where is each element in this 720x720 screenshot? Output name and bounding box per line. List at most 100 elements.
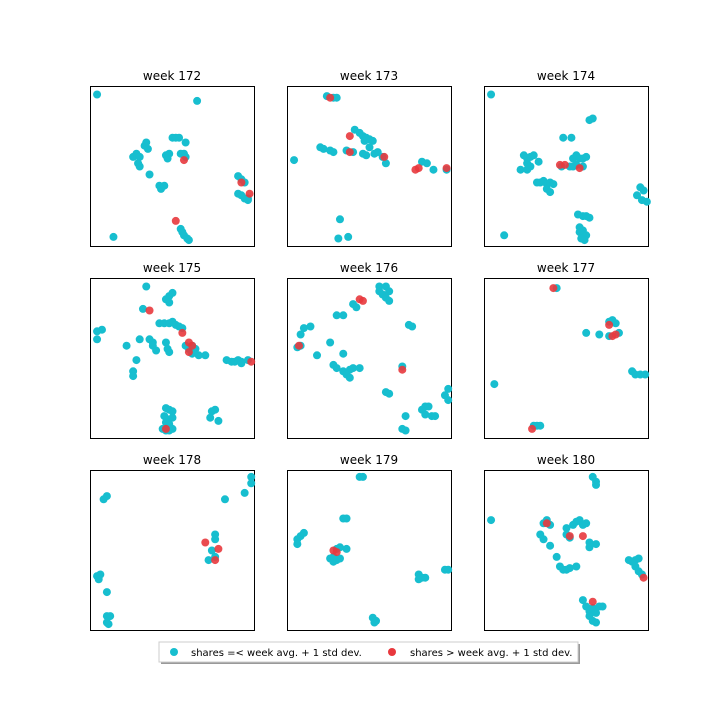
data-point-high: [201, 538, 210, 547]
data-point-normal: [585, 213, 594, 222]
data-point-high: [179, 156, 188, 165]
legend-box: [158, 641, 579, 663]
panel-title: week 179: [340, 453, 398, 467]
panel-frame: [287, 86, 452, 247]
data-point-normal: [490, 380, 499, 389]
data-point-normal: [421, 573, 430, 582]
data-point-normal: [329, 148, 338, 157]
data-point-high: [214, 544, 223, 553]
data-point-normal: [163, 154, 172, 163]
panel-title: week 177: [537, 261, 595, 275]
data-point-high: [588, 597, 597, 606]
panel-frame: [484, 278, 649, 439]
panel-frame: [90, 86, 255, 247]
data-point-normal: [181, 138, 190, 147]
data-point-normal: [135, 335, 144, 344]
data-point-normal: [214, 416, 223, 425]
data-point-normal: [138, 304, 147, 313]
data-point-normal: [559, 133, 568, 142]
data-point-normal: [358, 472, 367, 481]
data-point-high: [442, 164, 451, 173]
data-point-high: [565, 532, 574, 541]
data-point-normal: [592, 618, 601, 627]
data-point-normal: [487, 90, 496, 99]
data-point-normal: [247, 479, 256, 488]
data-point-normal: [572, 562, 581, 571]
panels-layer: week 172 week 173 week 174 week 175 week 176…: [90, 69, 651, 631]
data-point-normal: [211, 535, 220, 544]
data-point-normal: [160, 181, 169, 190]
data-point-normal: [332, 311, 341, 320]
data-point-normal: [220, 495, 229, 504]
panel-title: week 178: [143, 453, 201, 467]
data-point-normal: [500, 231, 509, 240]
data-point-high: [161, 424, 170, 433]
data-point-normal: [313, 351, 322, 360]
data-point-normal: [102, 588, 111, 597]
data-point-normal: [401, 426, 410, 435]
data-point-normal: [132, 356, 141, 365]
legend-marker: [170, 648, 178, 656]
data-point-normal: [588, 114, 597, 123]
data-point-normal: [444, 565, 453, 574]
data-point-normal: [641, 370, 650, 379]
data-point-normal: [634, 554, 643, 563]
panel-week: week 180: [484, 453, 649, 631]
panel-week: week 172: [90, 69, 255, 247]
panel-week: week 174: [484, 69, 651, 247]
data-point-high: [145, 306, 154, 315]
panel-title: week 173: [340, 69, 398, 83]
data-point-high: [578, 532, 587, 541]
data-point-normal: [339, 349, 348, 358]
data-point-normal: [299, 528, 308, 537]
panel-frame: [287, 278, 452, 439]
data-point-normal: [424, 402, 433, 411]
panel-frame: [90, 278, 255, 439]
data-point-normal: [104, 620, 113, 629]
data-point-normal: [592, 480, 601, 489]
data-point-normal: [385, 389, 394, 398]
data-point-normal: [598, 602, 607, 611]
data-point-normal: [339, 311, 348, 320]
data-point-normal: [429, 165, 438, 174]
data-point-normal: [334, 234, 343, 243]
data-point-normal: [421, 410, 430, 419]
data-point-normal: [546, 188, 555, 197]
data-point-normal: [184, 236, 193, 245]
data-point-normal: [93, 335, 102, 344]
data-point-normal: [165, 298, 174, 307]
data-point-high: [380, 152, 389, 161]
data-point-normal: [299, 324, 308, 333]
panel-week: week 175: [90, 261, 256, 439]
data-point-normal: [247, 472, 256, 481]
panel-week: week 177: [484, 261, 650, 439]
data-point-normal: [642, 197, 651, 206]
data-point-normal: [534, 157, 543, 166]
data-point-normal: [523, 165, 532, 174]
data-point-normal: [175, 133, 184, 142]
data-point-normal: [582, 328, 591, 337]
data-point-normal: [122, 341, 131, 350]
data-point-normal: [546, 541, 555, 550]
data-point-normal: [335, 554, 344, 563]
panel-title: week 175: [143, 261, 201, 275]
data-point-normal: [145, 170, 154, 179]
data-point-high: [211, 556, 220, 565]
data-point-normal: [143, 144, 152, 153]
data-point-normal: [102, 492, 111, 501]
data-point-normal: [194, 351, 203, 360]
data-point-normal: [368, 136, 377, 145]
data-point-normal: [207, 546, 216, 555]
data-point-high: [332, 548, 341, 557]
panel-week: week 176: [287, 261, 453, 439]
data-point-high: [184, 348, 193, 357]
data-point-normal: [536, 421, 545, 430]
data-point-normal: [362, 151, 371, 160]
data-point-normal: [201, 351, 210, 360]
data-point-normal: [611, 319, 620, 328]
legend-marker: [388, 648, 396, 656]
data-point-normal: [580, 236, 589, 245]
data-point-high: [398, 365, 407, 374]
panel-title: week 174: [537, 69, 595, 83]
